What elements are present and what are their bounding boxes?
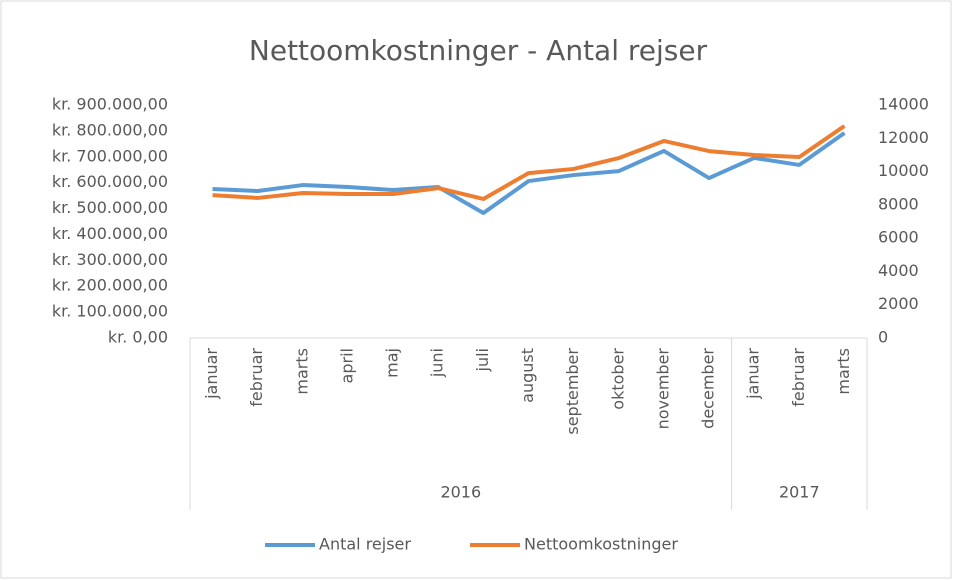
y-tick-label: kr. 800.000,00	[52, 120, 168, 139]
y2-tick-label: 2000	[878, 294, 919, 313]
series-line	[212, 124, 846, 201]
y-tick-label: kr. 300.000,00	[52, 250, 168, 269]
x-tick-label: november	[653, 348, 672, 430]
group-label: 2016	[440, 483, 481, 502]
x-tick-label: september	[563, 348, 582, 435]
legend-label: Nettoomkostninger	[524, 535, 678, 554]
y2-tick-label: 12000	[878, 128, 929, 147]
x-tick-label: marts	[292, 348, 311, 395]
y-tick-label: kr. 100.000,00	[52, 302, 168, 321]
x-tick-label: april	[337, 348, 356, 383]
chart-title: Nettoomkostninger - Antal rejser	[249, 34, 708, 67]
y-tick-label: kr. 600.000,00	[52, 172, 168, 191]
x-tick-label: februar	[789, 348, 808, 407]
y-tick-label: kr. 700.000,00	[52, 146, 168, 165]
x-tick-label: marts	[834, 348, 853, 395]
y-tick-label: kr. 400.000,00	[52, 224, 168, 243]
y-tick-label: kr. 900.000,00	[52, 95, 168, 114]
x-tick-label: december	[699, 348, 718, 429]
x-tick-label: juli	[473, 348, 492, 372]
y2-tick-label: 14000	[878, 95, 929, 114]
x-tick-label: maj	[383, 348, 402, 378]
y-tick-label: kr. 500.000,00	[52, 198, 168, 217]
y2-tick-label: 8000	[878, 194, 919, 213]
x-tick-label: februar	[247, 348, 266, 407]
y2-tick-label: 4000	[878, 261, 919, 280]
x-tick-label: juni	[428, 348, 447, 378]
y2-tick-label: 10000	[878, 161, 929, 180]
x-tick-label: januar	[744, 348, 763, 400]
group-label: 2017	[779, 483, 820, 502]
y-tick-label: kr. 200.000,00	[52, 276, 168, 295]
y2-tick-label: 0	[878, 328, 888, 347]
x-tick-label: august	[518, 348, 537, 403]
y2-tick-label: 6000	[878, 228, 919, 247]
y-tick-label: kr. 0,00	[108, 328, 168, 347]
x-tick-label: oktober	[608, 348, 627, 410]
x-tick-label: januar	[202, 348, 221, 400]
series-line	[212, 131, 846, 216]
legend-label: Antal rejser	[319, 535, 411, 554]
